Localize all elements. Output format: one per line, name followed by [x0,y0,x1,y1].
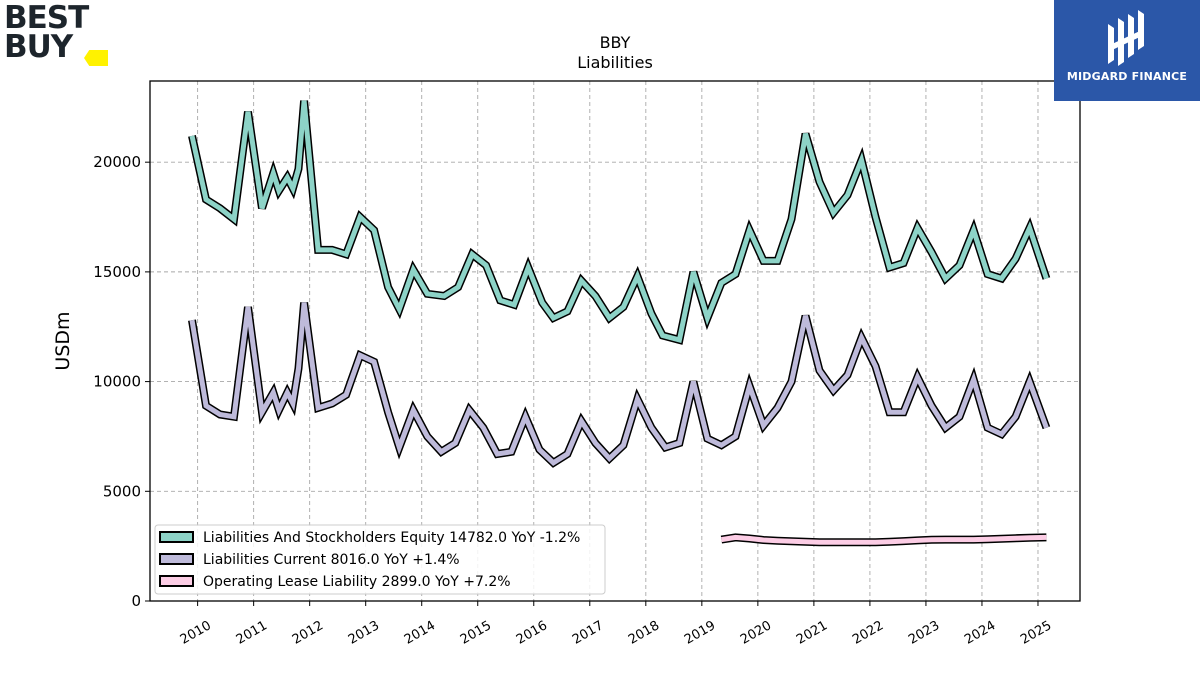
series-line-1 [189,302,1049,466]
x-tick-label: 2020 [738,618,774,648]
best-buy-logo: BEST BUY [4,0,114,68]
logo-text-line2: BUY [4,29,73,65]
legend-label: Operating Lease Liability 2899.0 YoY +7.… [203,574,511,590]
x-tick-label: 2017 [570,618,606,648]
chart-title: BBY [600,33,631,52]
x-tick-label: 2011 [234,618,270,648]
grid [150,81,1080,601]
logo-text-line1: BEST [4,0,89,36]
x-tick-label: 2012 [290,618,326,648]
legend-box [154,524,606,595]
y-tick-label: 15000 [93,263,141,281]
x-tick-label: 2013 [346,618,382,648]
series-line-2 [721,534,1047,545]
x-ticks: 2010 2011 2012 2013 2014 2015 2016 2017 2018 2019… [178,601,1054,648]
x-tick-label: 2021 [794,618,830,648]
legend-swatch [159,531,194,543]
midgard-finance-name: MIDGARD FINANCE [1066,70,1188,83]
x-tick-label: 2014 [402,618,438,648]
y-tick-label: 10000 [93,373,141,391]
legend-label: Liabilities Current 8016.0 YoY +1.4% [203,552,460,568]
legend-swatch [159,575,194,587]
legend-swatch [159,553,194,565]
x-tick-label: 2025 [1018,618,1054,648]
x-tick-label: 2019 [682,618,718,648]
x-tick-label: 2010 [178,618,214,648]
series-line-0 [189,100,1049,343]
x-tick-label: 2015 [458,618,494,648]
y-ticks: 0 5000 10000 15000 20000 [93,153,150,610]
midgard-finance-logo: MIDGARD FINANCE [1054,0,1200,101]
y-axis-label: USDm [52,311,74,370]
y-tick-label: 0 [131,592,141,610]
legend-label: Liabilities And Stockholders Equity 1478… [203,530,580,546]
legend: Liabilities And Stockholders Equity 1478… [154,524,606,595]
series-outline-0 [188,100,1051,345]
price-tag-icon [84,50,108,66]
series-lines [188,100,1051,547]
x-tick-label: 2018 [626,618,662,648]
midgard-emblem-icon [1108,10,1144,66]
chart-subtitle: Liabilities [577,53,653,72]
plot-frame [149,80,1081,602]
x-tick-label: 2016 [514,618,550,648]
y-tick-label: 5000 [103,482,141,500]
x-tick-label: 2024 [962,618,998,648]
x-tick-label: 2022 [850,618,886,648]
x-tick-label: 2023 [906,618,942,648]
y-tick-label: 20000 [93,153,141,171]
